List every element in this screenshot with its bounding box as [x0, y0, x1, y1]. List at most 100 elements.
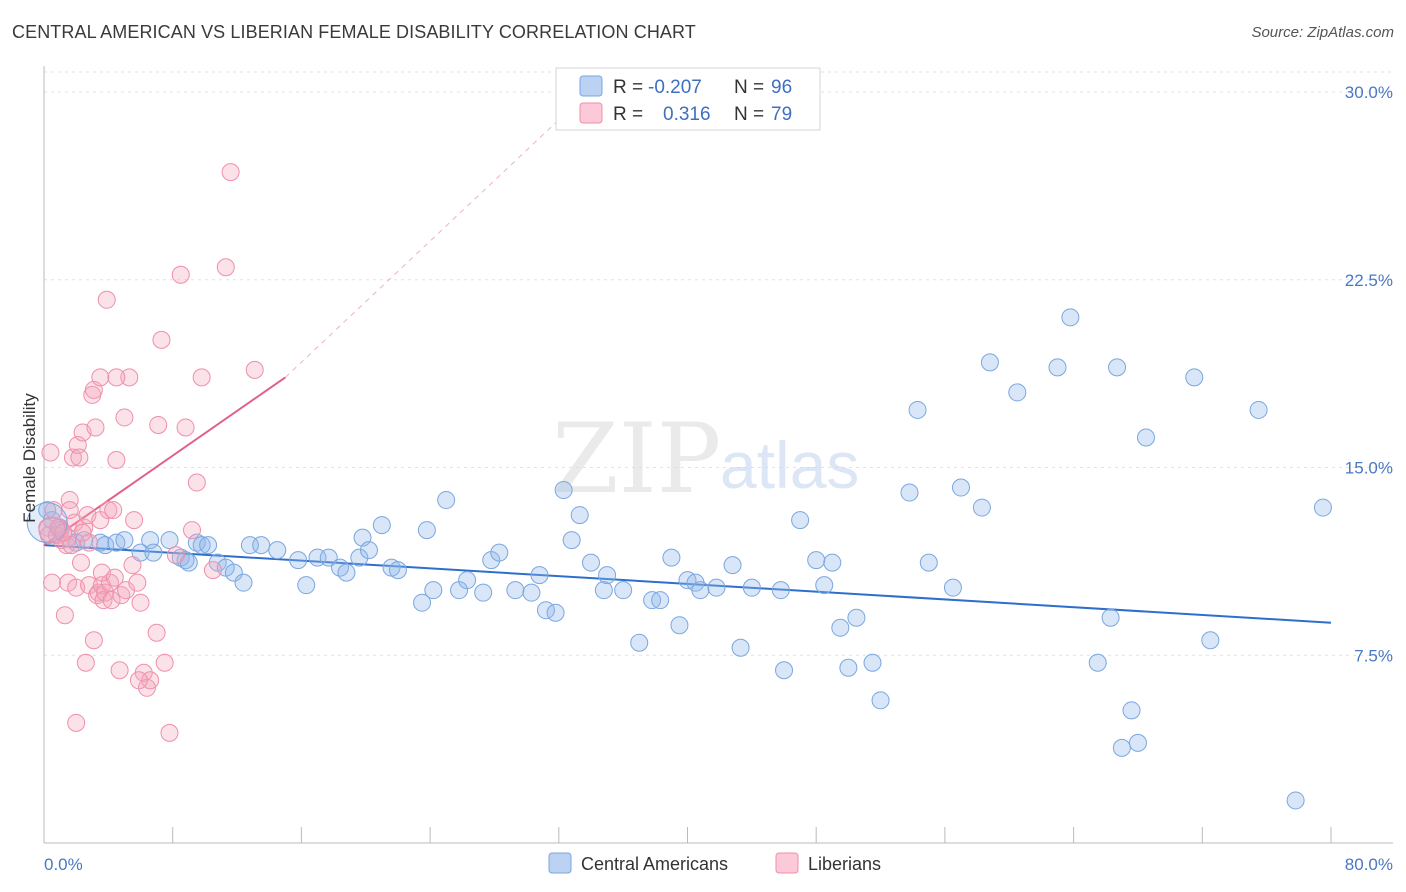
source-credit: Source: ZipAtlas.com — [1251, 24, 1394, 41]
legend-n-value-1: 96 — [771, 77, 792, 98]
liberian-point — [129, 671, 148, 690]
liberian-point — [84, 631, 103, 650]
liberian-point — [160, 723, 179, 742]
central-american-point — [388, 561, 407, 580]
liberian-point — [131, 593, 150, 612]
y-tick-label: 7.5% — [1354, 646, 1393, 665]
central-american-point — [319, 548, 338, 567]
central-american-point — [289, 551, 308, 570]
central-american-point — [707, 578, 726, 597]
x-tick-label: 0.0% — [44, 855, 83, 874]
liberian-point — [102, 591, 121, 610]
central-american-point — [192, 536, 211, 555]
central-american-point — [815, 576, 834, 595]
central-american-point — [1136, 428, 1155, 447]
liberian-point — [72, 553, 91, 572]
central-american-point — [723, 556, 742, 575]
central-american-point — [160, 531, 179, 550]
liberian-point — [216, 258, 235, 277]
liberian-point — [120, 368, 139, 387]
liberian-point — [245, 360, 264, 379]
central-american-point — [651, 591, 670, 610]
central-american-point — [1122, 701, 1141, 720]
central-american-point — [943, 578, 962, 597]
liberian-point — [55, 606, 74, 625]
central-american-point — [1112, 738, 1131, 757]
chart-title: CENTRAL AMERICAN VS LIBERIAN FEMALE DISA… — [12, 22, 696, 42]
central-american-point — [742, 578, 761, 597]
central-american-point — [458, 571, 477, 590]
liberian-point — [76, 653, 95, 672]
liberian-point — [104, 501, 123, 520]
central-american-point — [546, 603, 565, 622]
liberian-point — [107, 451, 126, 470]
liberian-point — [67, 713, 86, 732]
legend-r-value-2: 0.316 — [663, 104, 711, 125]
central-american-point — [424, 581, 443, 600]
liberian-point — [86, 418, 105, 437]
trend-lines — [43, 81, 1332, 624]
liberian-point — [166, 546, 185, 565]
central-american-point — [771, 581, 790, 600]
central-american-point — [1088, 653, 1107, 672]
liberian-point — [171, 265, 190, 284]
central-american-point — [871, 691, 890, 710]
liberian-point — [152, 330, 171, 349]
central-american-point — [372, 516, 391, 535]
central-american-point — [1101, 608, 1120, 627]
liberian-point — [110, 661, 129, 680]
central-american-point — [972, 498, 991, 517]
liberian-point — [105, 568, 124, 587]
central-american-point — [176, 551, 195, 570]
central-american-point — [417, 521, 436, 540]
liberian-point — [203, 561, 222, 580]
series-legend: Central Americans Liberians — [548, 852, 881, 874]
liberian-point — [183, 521, 202, 540]
bottom-legend-central: Central Americans — [581, 854, 728, 874]
central-american-point — [594, 581, 613, 600]
data-points — [26, 163, 1332, 810]
liberian-cluster — [38, 516, 66, 544]
central-american-point — [490, 543, 509, 562]
central-american-point — [847, 608, 866, 627]
central-american-point — [670, 616, 689, 635]
central-american-point — [1249, 400, 1268, 419]
legend-n-label-2: N = — [734, 104, 764, 125]
liberian-point — [91, 368, 110, 387]
watermark-zip: ZIP — [552, 403, 721, 515]
central-american-point — [1313, 498, 1332, 517]
liberian-point — [147, 623, 166, 642]
liberian-point — [70, 448, 89, 467]
central-american-point — [691, 581, 710, 600]
liberian-point — [192, 368, 211, 387]
central-american-point — [662, 548, 681, 567]
y-tick-label: 15.0% — [1345, 459, 1393, 478]
central-american-point — [562, 531, 581, 550]
central-american-point — [731, 638, 750, 657]
liberian-point — [97, 290, 116, 309]
liberian-point — [221, 163, 240, 182]
central-american-point — [919, 553, 938, 572]
liberian-point — [125, 511, 144, 530]
legend-r-value-1: -0.207 — [648, 77, 702, 98]
central-american-point — [1128, 733, 1147, 752]
central-american-point — [614, 581, 633, 600]
central-american-point — [506, 581, 525, 600]
liberian-point — [187, 473, 206, 492]
liberian-point — [117, 581, 136, 600]
central-american-point — [581, 553, 600, 572]
tick-labels: 7.5% 15.0% 22.5% 30.0% 0.0% 80.0% — [44, 83, 1393, 874]
watermark: ZIP atlas — [552, 403, 859, 515]
central-american-point — [598, 566, 617, 585]
central-american-point — [252, 536, 271, 555]
central-american-point — [823, 553, 842, 572]
central-american-point — [38, 501, 57, 520]
central-american-point — [437, 491, 456, 510]
central-american-point — [530, 566, 549, 585]
legend-r-label-1: R = — [613, 77, 643, 98]
central-american-point — [224, 563, 243, 582]
central-american-point — [1048, 358, 1067, 377]
central-american-point — [115, 531, 134, 550]
central-american-point — [474, 583, 493, 602]
x-tick-label: 80.0% — [1345, 855, 1393, 874]
